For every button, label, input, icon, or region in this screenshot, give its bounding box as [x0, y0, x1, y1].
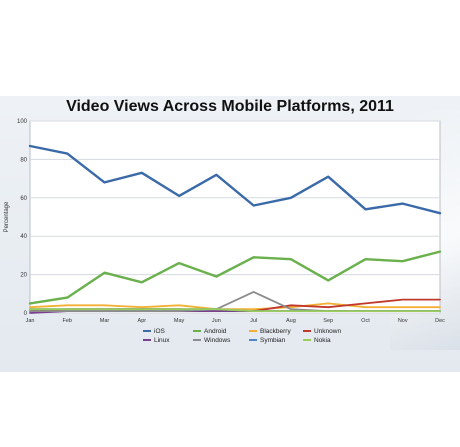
series-lines [28, 144, 442, 314]
legend-label: Linux [154, 337, 170, 344]
y-tick-label: 60 [20, 196, 27, 202]
legend-label: Blackberry [260, 328, 291, 335]
plot-area [29, 120, 441, 314]
x-axis-ticks: Jan Feb Mar Apr May Jun Jul Aug Sep Oct Nov Dec [26, 318, 446, 324]
legend: iOS Android Blackberry Unknown Linux Windows S… [143, 328, 341, 344]
y-axis-ticks: 0 20 40 60 80 100 [17, 119, 28, 317]
y-tick-label: 100 [17, 119, 28, 125]
y-tick-label: 20 [20, 273, 27, 279]
legend-label: Android [204, 328, 227, 335]
y-tick-label: 0 [24, 311, 28, 317]
series-line-android [28, 250, 442, 305]
series-line-nokia [29, 308, 441, 313]
legend-label: Nokia [314, 337, 331, 344]
x-tick-label: Nov [398, 318, 408, 324]
series-line-blackberry [29, 302, 441, 311]
x-tick-label: Dec [435, 318, 445, 324]
x-tick-label: Sep [323, 318, 333, 324]
y-tick-label: 80 [20, 157, 27, 163]
legend-label: Windows [204, 337, 231, 344]
x-tick-label: Aug [286, 318, 296, 324]
y-axis-label: Percentage [4, 201, 10, 232]
chart-title: Video Views Across Mobile Platforms, 201… [66, 98, 394, 115]
x-tick-label: Jul [250, 318, 257, 324]
legend-label: Symbian [260, 337, 286, 344]
legend-label: Unknown [314, 328, 341, 335]
x-tick-label: Oct [361, 318, 370, 324]
grid-lines [30, 120, 440, 314]
x-tick-label: Jan [26, 318, 35, 324]
x-tick-label: Jun [212, 318, 221, 324]
x-tick-label: May [174, 318, 185, 324]
x-tick-label: Apr [138, 318, 147, 324]
x-tick-label: Mar [100, 318, 110, 324]
legend-label: iOS [154, 328, 166, 335]
x-tick-label: Feb [63, 318, 72, 324]
y-tick-label: 40 [20, 234, 27, 240]
series-line-ios [28, 144, 442, 215]
